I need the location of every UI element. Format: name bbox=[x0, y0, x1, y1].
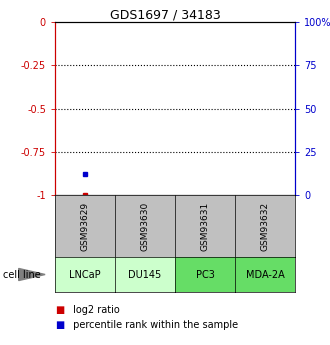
Text: GDS1697 / 34183: GDS1697 / 34183 bbox=[110, 8, 220, 21]
Text: log2 ratio: log2 ratio bbox=[70, 305, 119, 315]
Text: PC3: PC3 bbox=[196, 269, 214, 279]
Text: LNCaP: LNCaP bbox=[69, 269, 101, 279]
Text: GSM93629: GSM93629 bbox=[81, 201, 89, 250]
Text: percentile rank within the sample: percentile rank within the sample bbox=[70, 320, 238, 330]
Polygon shape bbox=[19, 268, 45, 280]
Text: GSM93631: GSM93631 bbox=[201, 201, 210, 250]
Text: ■: ■ bbox=[55, 320, 64, 330]
Text: GSM93632: GSM93632 bbox=[260, 201, 270, 250]
Text: ■: ■ bbox=[55, 305, 64, 315]
Text: DU145: DU145 bbox=[128, 269, 162, 279]
Text: cell line: cell line bbox=[3, 269, 41, 279]
Text: GSM93630: GSM93630 bbox=[141, 201, 149, 250]
Text: MDA-2A: MDA-2A bbox=[246, 269, 284, 279]
